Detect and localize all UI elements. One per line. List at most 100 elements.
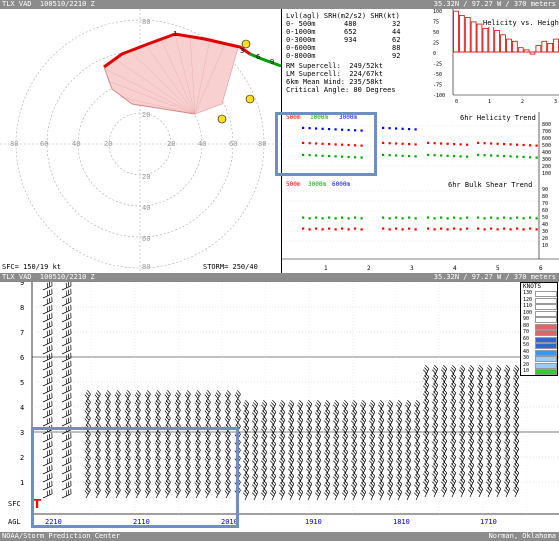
wind-barb	[433, 424, 439, 434]
wind-barb	[397, 443, 403, 453]
knots-legend-row: 90	[523, 316, 557, 323]
wind-barb	[424, 392, 430, 402]
knots-legend-swatch	[535, 349, 557, 356]
helicity-trend-point	[496, 154, 499, 157]
wind-barb	[433, 384, 439, 394]
stats-row-lvl: 0-6000m	[286, 44, 316, 52]
shear-trend-point	[308, 217, 311, 220]
wind-barb	[487, 472, 493, 482]
wind-barb	[253, 491, 259, 501]
shear-trend-point	[315, 216, 318, 219]
wind-barb	[388, 483, 394, 493]
hodo-ring-label: 40	[198, 140, 206, 148]
wind-barb	[253, 467, 259, 477]
wind-barb	[487, 424, 493, 434]
helicity-bar	[494, 30, 501, 53]
helicity-trend-point	[509, 143, 512, 146]
wind-barb	[289, 483, 295, 493]
wind-barb	[244, 451, 250, 461]
shear-trend-point	[414, 228, 417, 231]
hodograph-panel: 20 40 60 80 20 40 60 80 20 40 60 80 20 4…	[0, 9, 281, 273]
wind-barb	[334, 435, 340, 445]
helicity-bar	[506, 38, 512, 53]
wind-barb	[215, 490, 221, 499]
wind-barb	[424, 408, 430, 418]
helicity-trend-point	[483, 142, 486, 145]
wind-barb	[370, 435, 376, 445]
wind-barb	[406, 451, 412, 461]
wind-barb	[325, 411, 331, 421]
wind-barb	[505, 472, 511, 482]
wind-barb	[505, 424, 511, 434]
stats-panel: Lvl(agl) SRH(m2/s2) SHR(kt) 0- 500m 480 …	[282, 9, 432, 113]
wind-barb	[325, 419, 331, 429]
wind-barb	[424, 440, 430, 450]
wind-barb	[496, 376, 502, 386]
helicity-trend-point	[321, 127, 324, 130]
wind-barb	[406, 459, 412, 469]
helicity-bar	[517, 47, 524, 53]
wind-barb	[397, 435, 403, 445]
wind-barb	[424, 432, 430, 442]
wind-barb	[379, 435, 385, 445]
th-xtick: 1910	[305, 518, 322, 526]
wind-barb	[361, 419, 367, 429]
wind-barb	[415, 459, 421, 469]
st-ytick: 20	[542, 236, 548, 242]
wind-barb	[334, 443, 340, 453]
wind-barb	[343, 467, 349, 477]
helicity-trend-panel: 800 700 600 500 400 300 200 100 500m 1000m 3000…	[282, 112, 559, 180]
wind-barb	[406, 443, 412, 453]
wind-barb	[424, 480, 430, 490]
stats-row-lvl: 0-8000m	[286, 52, 316, 60]
wind-barb	[334, 427, 340, 437]
wind-barb	[361, 451, 367, 461]
hodograph-trace-low	[103, 32, 251, 69]
wind-barb	[289, 403, 295, 413]
wind-barb	[298, 427, 304, 437]
wind-barb	[424, 400, 430, 410]
hh-ytick: 0	[433, 51, 436, 57]
wind-barb	[388, 435, 394, 445]
th-ytick: 7	[20, 329, 24, 337]
knots-legend-label: 100	[523, 309, 533, 316]
helicity-trend-point	[321, 142, 324, 145]
wind-barb	[487, 432, 493, 442]
wind-barb	[298, 403, 304, 413]
wind-barb	[478, 408, 484, 418]
ht-ytick: 400	[542, 150, 551, 156]
wind-barb	[469, 392, 475, 402]
wind-barb	[496, 400, 502, 410]
wind-barb	[469, 440, 475, 450]
wind-barb	[244, 475, 250, 485]
helicity-trend-point	[328, 128, 331, 131]
helicity-bar	[541, 40, 548, 53]
wind-barb	[514, 424, 520, 434]
wind-barb	[451, 480, 457, 490]
shear-trend-point	[408, 227, 411, 230]
wind-barb	[280, 419, 286, 429]
helicity-trend-point	[414, 155, 417, 158]
wind-barb	[514, 432, 520, 442]
wind-barb	[451, 472, 457, 482]
helicity-trend-point	[354, 144, 357, 147]
knots-legend-row: 60	[523, 336, 557, 343]
wind-barb	[505, 488, 511, 498]
wind-barb	[424, 448, 430, 458]
wind-barb	[244, 403, 250, 413]
wind-barb	[442, 472, 448, 482]
knots-legend-title: KNOTS	[523, 283, 542, 290]
helicity-trend-point	[308, 142, 311, 145]
wind-barb	[451, 368, 457, 378]
wind-barb	[316, 403, 322, 413]
wind-barb	[271, 427, 277, 437]
wind-barb	[478, 464, 484, 474]
shear-trend-point	[522, 228, 525, 231]
hodo-ring-label: 40	[72, 140, 80, 148]
wind-barb	[460, 456, 466, 466]
helicity-trend-point	[388, 142, 391, 145]
wind-barb	[478, 456, 484, 466]
wind-barb	[307, 435, 313, 445]
wind-barb	[415, 475, 421, 485]
